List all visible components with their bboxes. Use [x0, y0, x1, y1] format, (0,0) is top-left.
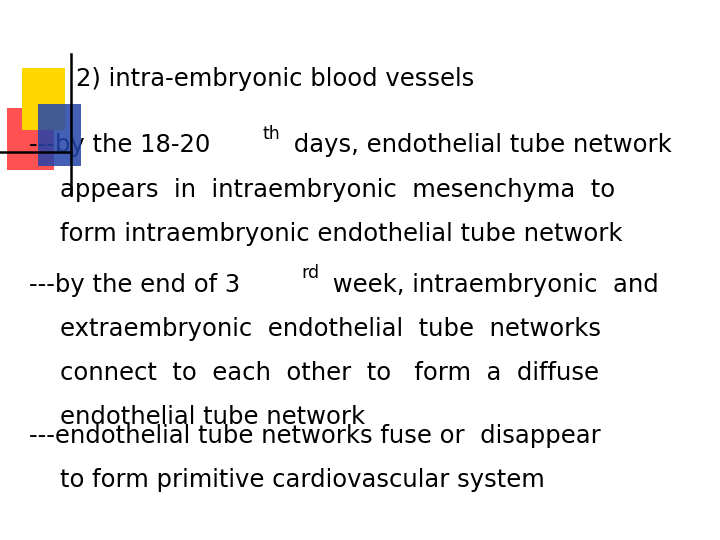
Text: ---by the end of 3: ---by the end of 3: [29, 273, 240, 296]
Text: days, endothelial tube network: days, endothelial tube network: [286, 133, 672, 157]
Text: th: th: [263, 125, 281, 143]
Text: appears  in  intraembryonic  mesenchyma  to: appears in intraembryonic mesenchyma to: [29, 178, 615, 201]
Text: ---by the 18-20: ---by the 18-20: [29, 133, 210, 157]
Text: week, intraembryonic  and: week, intraembryonic and: [325, 273, 659, 296]
Text: endothelial tube network: endothelial tube network: [29, 406, 365, 429]
Text: extraembryonic  endothelial  tube  networks: extraembryonic endothelial tube networks: [29, 317, 600, 341]
Text: ---endothelial tube networks fuse or  disappear: ---endothelial tube networks fuse or dis…: [29, 424, 600, 448]
Text: form intraembryonic endothelial tube network: form intraembryonic endothelial tube net…: [29, 222, 622, 246]
Text: 2) intra-embryonic blood vessels: 2) intra-embryonic blood vessels: [76, 68, 474, 91]
Bar: [22, 68, 65, 130]
Bar: [7, 108, 54, 170]
Text: to form primitive cardiovascular system: to form primitive cardiovascular system: [29, 468, 544, 492]
Text: rd: rd: [302, 264, 320, 282]
Bar: [38, 104, 81, 166]
Text: connect  to  each  other  to   form  a  diffuse: connect to each other to form a diffuse: [29, 361, 599, 385]
